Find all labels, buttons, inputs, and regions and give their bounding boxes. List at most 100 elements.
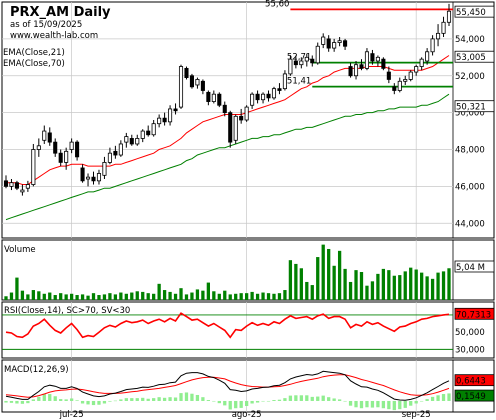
candle-body bbox=[386, 71, 391, 80]
candle-body bbox=[343, 40, 348, 47]
macd-histogram-bar bbox=[130, 398, 134, 401]
candle bbox=[118, 140, 123, 157]
candle-body bbox=[25, 184, 30, 189]
candle-body bbox=[337, 40, 342, 43]
candle bbox=[310, 55, 315, 67]
volume-bar bbox=[409, 267, 413, 300]
candle bbox=[75, 140, 80, 161]
macd-histogram-bar bbox=[266, 400, 271, 402]
candle bbox=[135, 134, 140, 146]
rsi-tick-label-0: 50,000 bbox=[455, 328, 485, 338]
macd-histogram-bar bbox=[97, 400, 101, 405]
volume-bar bbox=[277, 293, 282, 300]
macd-histogram-bar bbox=[59, 399, 63, 401]
candle bbox=[58, 149, 63, 167]
macd-histogram-bar bbox=[212, 400, 216, 402]
macd-histogram-bar bbox=[31, 399, 35, 401]
candle bbox=[271, 86, 277, 100]
candle-body bbox=[118, 143, 123, 156]
volume-bar bbox=[141, 291, 145, 300]
candle bbox=[211, 90, 216, 104]
candle bbox=[250, 92, 255, 109]
candle bbox=[370, 49, 375, 65]
candle bbox=[419, 57, 424, 71]
macd-panel bbox=[4, 370, 451, 411]
macd-histogram-bar bbox=[359, 400, 364, 409]
volume-bar bbox=[31, 290, 35, 300]
candle bbox=[217, 92, 222, 108]
volume-bar bbox=[337, 250, 342, 300]
macd-histogram-bar bbox=[321, 395, 325, 401]
volume-last-label: 5,04 M bbox=[456, 263, 485, 273]
volume-bar bbox=[430, 278, 435, 300]
macd-histogram-bar bbox=[206, 400, 210, 401]
volume-bar bbox=[359, 272, 364, 300]
macd-last-label-1: 0,1549 bbox=[456, 392, 486, 402]
candle bbox=[96, 169, 102, 185]
price-panel: 55,60 52,71 51,41 bbox=[3, 0, 453, 221]
candle-body bbox=[321, 36, 326, 45]
candle-body bbox=[261, 93, 266, 101]
macd-histogram-bar bbox=[283, 398, 287, 401]
volume-bar bbox=[173, 293, 178, 300]
volume-last-badge bbox=[454, 260, 495, 273]
candle bbox=[441, 16, 446, 38]
candle bbox=[42, 125, 47, 144]
macd-histogram-bar bbox=[305, 395, 309, 401]
volume-bar bbox=[234, 293, 238, 300]
macd-histogram-bar bbox=[436, 395, 440, 401]
volume-bar bbox=[332, 265, 336, 300]
macd-histogram-bar bbox=[141, 397, 145, 401]
candle bbox=[288, 55, 293, 76]
candle-body bbox=[53, 141, 58, 154]
volume-bar bbox=[190, 292, 194, 300]
macd-histogram-bar bbox=[228, 400, 232, 410]
axis-labels-layer: jul-25 ago-25 sep-25 44,000 46,000 48,000 50,0… bbox=[59, 5, 495, 420]
macd-histogram-bar bbox=[201, 397, 205, 401]
volume-bar bbox=[179, 288, 183, 300]
candle bbox=[233, 114, 238, 144]
candle-body bbox=[250, 93, 255, 106]
candle bbox=[124, 132, 129, 148]
candle-body bbox=[217, 93, 222, 106]
candle-body bbox=[178, 66, 184, 108]
candle-body bbox=[277, 88, 282, 91]
candle bbox=[261, 92, 266, 104]
candle-body bbox=[146, 130, 151, 136]
volume-bar bbox=[327, 248, 331, 300]
volume-bar bbox=[403, 271, 407, 300]
chart-website: www.wealth-lab.com bbox=[10, 31, 98, 41]
volume-bar bbox=[310, 285, 314, 300]
candle bbox=[91, 171, 96, 185]
rsi-line bbox=[5, 312, 450, 339]
volume-bar bbox=[381, 268, 386, 300]
macd-histogram-bar bbox=[392, 400, 396, 411]
candle-body bbox=[228, 112, 233, 143]
macd-histogram-bar bbox=[179, 393, 183, 401]
candle bbox=[189, 73, 194, 89]
legend-ema21: EMA(Close,21) bbox=[3, 48, 65, 58]
volume-bar bbox=[398, 275, 402, 300]
volume-bar bbox=[113, 294, 118, 300]
candle-body bbox=[370, 53, 375, 62]
macd-histogram-bar bbox=[64, 399, 68, 401]
candle bbox=[430, 35, 435, 56]
macd-histogram-bar bbox=[102, 400, 107, 404]
macd-histogram-bar bbox=[255, 400, 260, 403]
volume-bar bbox=[135, 291, 139, 300]
macd-histogram-bar bbox=[261, 400, 265, 402]
volume-bar bbox=[162, 290, 167, 300]
volume-bar bbox=[152, 293, 156, 300]
macd-histogram-bar bbox=[348, 400, 353, 406]
candle-body bbox=[271, 88, 277, 99]
volume-bar bbox=[348, 281, 353, 300]
candle bbox=[31, 143, 36, 187]
candle-body bbox=[348, 66, 353, 77]
volume-bar bbox=[48, 292, 52, 300]
volume-bar bbox=[228, 294, 232, 300]
macd-histogram-bar bbox=[157, 397, 161, 401]
volume-bar bbox=[168, 291, 172, 300]
candle bbox=[315, 42, 320, 65]
macd-histogram-bar bbox=[37, 396, 41, 401]
candle-body bbox=[189, 75, 194, 88]
